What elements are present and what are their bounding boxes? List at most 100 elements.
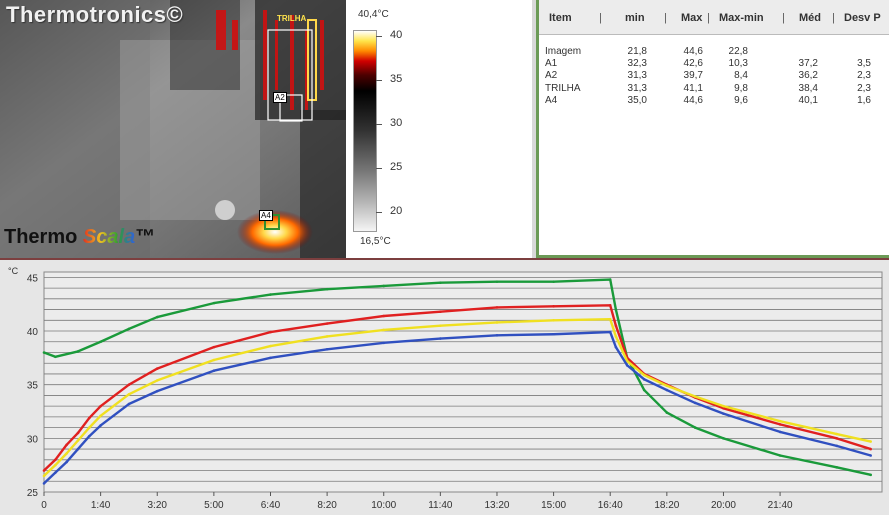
scale-tick-mark (376, 36, 382, 37)
data-point-green (382, 284, 386, 288)
col-separator: | (664, 12, 667, 24)
thermal-image-view[interactable]: Thermotronics© TRILHA A2 A4 Thermo Scala… (0, 0, 346, 258)
data-point-red (552, 305, 555, 308)
data-point-blue (65, 460, 68, 464)
data-point-blue (325, 347, 329, 351)
col-header-item[interactable]: Item (549, 12, 572, 24)
table-cell: 37,2 (798, 58, 818, 70)
brand-watermark: Thermotronics© (6, 2, 184, 27)
data-point-red (54, 458, 57, 462)
x-tick-label: 0 (41, 500, 47, 511)
data-point-red (212, 345, 216, 349)
data-point-yellow (382, 328, 386, 332)
y-axis-unit: °C (8, 266, 19, 276)
data-point-green (439, 281, 442, 285)
data-point-green (869, 473, 872, 477)
row-item-name[interactable]: Imagem (545, 46, 582, 57)
y-tick-label: 25 (27, 488, 39, 499)
data-point-blue (625, 364, 629, 367)
table-cell: 21,8 (627, 46, 647, 57)
data-point-red (76, 431, 80, 435)
data-point-yellow (869, 440, 872, 443)
data-point-red (99, 404, 102, 408)
top-panel: Thermotronics© TRILHA A2 A4 Thermo Scala… (0, 0, 889, 258)
scale-tick-mark (376, 80, 382, 81)
x-tick-label: 8:20 (317, 500, 337, 511)
x-tick-label: 20:00 (711, 500, 736, 511)
table-cell: 1,6 (857, 94, 871, 106)
data-point-green (99, 340, 102, 344)
table-cell: 35,0 (627, 94, 647, 106)
x-tick-label: 3:20 (148, 500, 168, 511)
col-header-max-min[interactable]: Max-min (719, 12, 764, 24)
data-point-red (869, 447, 872, 451)
data-point-blue (642, 378, 646, 381)
table-cell: 44,6 (683, 94, 703, 106)
col-header-desv[interactable]: Desv P (844, 12, 881, 24)
col-separator: | (707, 12, 710, 24)
data-point-yellow (835, 432, 839, 436)
data-point-yellow (665, 384, 669, 388)
data-point-green (552, 280, 555, 283)
data-point-red (42, 469, 46, 472)
data-point-red (127, 383, 131, 386)
roi-label-trilha[interactable]: TRILHA (277, 14, 307, 23)
data-point-blue (614, 345, 618, 349)
data-point-yellow (642, 373, 646, 377)
data-point-yellow (155, 379, 159, 382)
data-point-green (155, 315, 159, 319)
scale-min-label: 16,5°C (360, 236, 391, 247)
data-point-yellow (42, 474, 46, 478)
roi-label-a4[interactable]: A4 (259, 210, 273, 221)
row-item-name[interactable]: A1 (545, 58, 558, 70)
table-cell: 2,3 (857, 70, 871, 82)
data-point-yellow (65, 452, 68, 455)
data-point-yellow (495, 321, 499, 324)
scale-tick-label: 40 (390, 29, 403, 41)
data-point-red (65, 443, 68, 447)
x-tick-label: 15:00 (541, 500, 566, 511)
data-point-blue (76, 447, 80, 451)
data-point-green (835, 466, 839, 469)
data-point-red (722, 406, 725, 410)
data-point-blue (869, 454, 872, 457)
data-point-blue (155, 389, 159, 393)
data-point-blue (42, 482, 46, 485)
table-cell: 31,3 (627, 82, 647, 94)
data-point-green (665, 411, 669, 414)
data-point-blue (382, 341, 386, 345)
scale-max-label: 40,4°C (358, 9, 389, 20)
x-tick-label: 18:20 (654, 500, 679, 511)
data-point-green (127, 327, 131, 331)
table-cell: 38,4 (798, 82, 818, 94)
table-cell: 40,1 (798, 94, 818, 106)
data-point-yellow (54, 463, 57, 467)
data-point-yellow (212, 358, 216, 362)
data-point-green (778, 454, 782, 457)
data-point-yellow (614, 335, 618, 338)
row-item-name[interactable]: A4 (545, 94, 558, 106)
col-header-min[interactable]: min (625, 12, 645, 24)
col-header-max[interactable]: Max (681, 12, 703, 24)
col-header-med[interactable]: Méd (799, 12, 821, 24)
data-point-green (325, 287, 329, 291)
data-point-red (835, 437, 839, 440)
y-tick-label: 30 (27, 434, 39, 445)
x-tick-label: 16:40 (598, 500, 623, 511)
table-cell: 2,3 (857, 82, 871, 94)
row-item-name[interactable]: A2 (545, 70, 558, 82)
table-cell: 44,6 (683, 46, 703, 57)
table-cell: 22,8 (728, 46, 748, 57)
data-point-red (439, 310, 442, 314)
roi-label-a2[interactable]: A2 (273, 92, 287, 103)
data-point-blue (693, 401, 697, 405)
table-cell: 9,6 (734, 94, 748, 106)
data-point-blue (87, 434, 91, 438)
scale-tick-mark (376, 168, 382, 169)
data-point-yellow (269, 344, 272, 348)
scale-tick-label: 20 (390, 205, 403, 217)
row-item-name[interactable]: TRILHA (545, 82, 581, 94)
data-point-green (495, 280, 499, 283)
logo-thermo: Thermo (4, 226, 78, 248)
data-point-blue (722, 412, 725, 415)
